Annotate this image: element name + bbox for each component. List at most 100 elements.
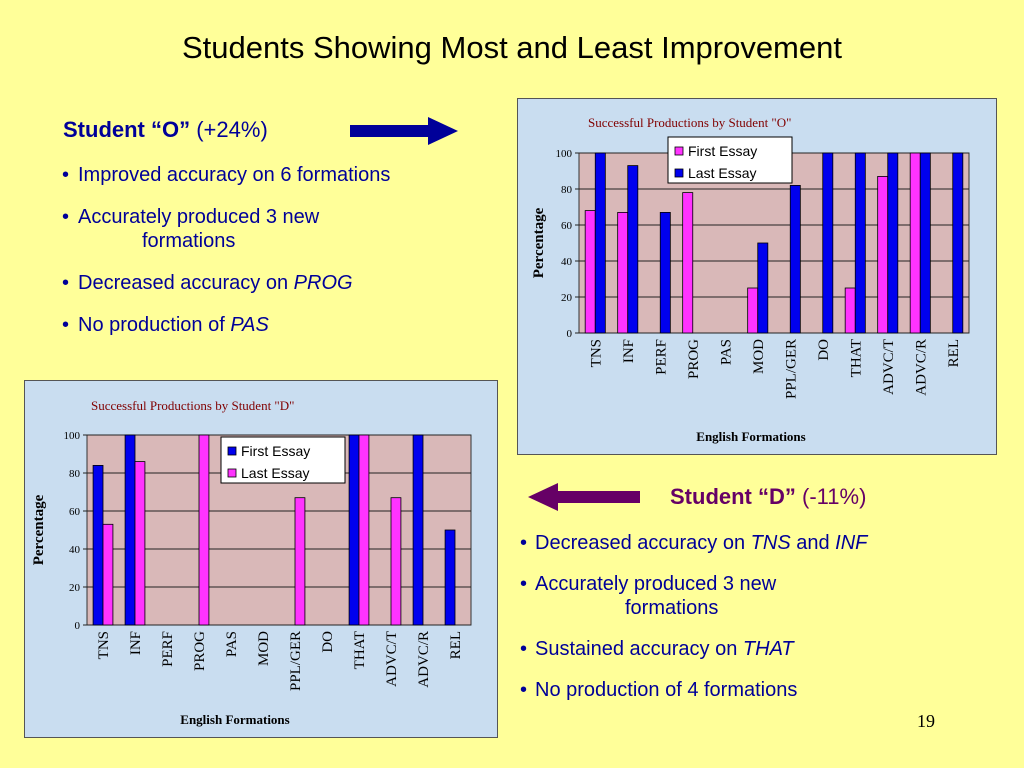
x-tick-label: PPL/GER <box>288 631 304 691</box>
bar-first-advc-r <box>909 152 921 334</box>
bar-last-advc-t <box>887 152 899 334</box>
bar-first-inf <box>124 434 136 626</box>
bar-last-inf <box>134 461 146 626</box>
x-tick-label: PERF <box>653 339 669 375</box>
student-o-bullets: Improved accuracy on 6 formations Accura… <box>58 163 498 355</box>
bar-last-advc-r <box>919 152 931 334</box>
legend-label: Last Essay <box>688 165 756 181</box>
x-tick-label: TNS <box>96 631 112 659</box>
bar-last-that <box>358 434 370 626</box>
y-tick-label: 60 <box>561 220 573 232</box>
x-tick-label: REL <box>946 339 962 367</box>
chart-title: Successful Productions by Student "O" <box>588 115 791 130</box>
y-tick-label: 100 <box>556 148 573 160</box>
x-tick-label: INF <box>128 631 144 655</box>
legend-label: First Essay <box>241 443 310 459</box>
x-tick-label: ADVC/T <box>384 631 400 687</box>
legend-swatch <box>674 146 684 156</box>
y-tick-label: 20 <box>561 292 573 304</box>
student-d-change: (-11%) <box>802 484 867 509</box>
y-tick-label: 60 <box>69 506 81 518</box>
x-tick-label: ADVC/R <box>416 631 432 688</box>
x-tick-label: INF <box>621 339 637 363</box>
x-tick-label: THAT <box>848 339 864 377</box>
bar-first-rel <box>444 529 456 626</box>
legend-label: First Essay <box>688 143 757 159</box>
legend: First Essay Last Essay <box>667 136 793 184</box>
bar-last-perf <box>659 212 671 334</box>
x-axis-label: English Formations <box>696 429 805 444</box>
x-tick-label: PAS <box>224 631 240 657</box>
x-axis-label: English Formations <box>180 712 289 727</box>
arrow-right-icon <box>350 117 458 145</box>
list-item: Decreased accuracy on TNS and INF <box>517 531 987 555</box>
bar-first-tns <box>92 465 104 626</box>
legend-box <box>667 136 793 184</box>
chart-title: Successful Productions by Student "D" <box>91 398 294 413</box>
student-o-heading: Student “O” (+24%) <box>63 117 268 143</box>
list-item: No production of 4 formations <box>517 678 987 702</box>
bar-last-tns <box>102 523 114 626</box>
chart-student-d-svg: Successful Productions by Student "D" 0 20… <box>31 398 472 727</box>
bar-first-that <box>844 287 856 334</box>
x-tick-label: REL <box>448 631 464 659</box>
bar-last-tns <box>594 152 606 334</box>
x-tick-label: THAT <box>352 631 368 669</box>
y-axis-label: Percentage <box>31 494 47 565</box>
chart-student-o: Successful Productions by Student "O" 0 20… <box>517 98 997 455</box>
bar-first-inf <box>617 212 629 334</box>
arrow-left-icon <box>528 483 640 511</box>
list-item: Improved accuracy on 6 formations <box>58 163 498 187</box>
legend-swatch <box>227 446 237 456</box>
legend-swatch <box>674 168 684 178</box>
page-number: 19 <box>917 711 935 731</box>
student-d-bullets: Decreased accuracy on TNS and INF Accura… <box>517 531 987 719</box>
bar-last-prog <box>198 434 210 626</box>
student-o-name: Student “O” <box>63 117 191 142</box>
bar-first-advc-r <box>412 434 424 626</box>
student-d-heading: Student “D” (-11%) <box>670 484 866 510</box>
x-tick-label: DO <box>320 631 336 653</box>
legend-box <box>220 436 346 484</box>
y-tick-label: 0 <box>567 328 573 340</box>
x-tick-label: PAS <box>718 339 734 365</box>
bar-first-mod <box>747 287 759 334</box>
y-tick-label: 80 <box>561 184 573 196</box>
bar-first-advc-t <box>877 176 889 334</box>
bar-first-tns <box>584 210 596 334</box>
bar-last-do <box>822 152 834 334</box>
x-tick-label: PERF <box>160 631 176 667</box>
bar-last-that <box>854 152 866 334</box>
bar-first-prog <box>682 192 694 334</box>
legend-swatch <box>227 468 237 478</box>
student-d-name: Student “D” <box>670 484 796 509</box>
chart-student-o-svg: Successful Productions by Student "O" 0 20… <box>531 115 970 444</box>
bar-last-advc-t <box>390 497 402 626</box>
y-tick-label: 40 <box>561 256 573 268</box>
y-tick-label: 0 <box>75 620 81 632</box>
y-axis-label: Percentage <box>531 207 547 278</box>
bar-first-that <box>348 434 360 626</box>
x-tick-label: MOD <box>256 631 272 666</box>
x-tick-label: PROG <box>686 339 702 379</box>
y-tick-label: 100 <box>64 430 81 442</box>
x-tick-label: MOD <box>751 339 767 374</box>
x-tick-label: PROG <box>192 631 208 671</box>
x-tick-label: ADVC/T <box>881 339 897 395</box>
chart-student-d: Successful Productions by Student "D" 0 20… <box>24 380 498 738</box>
slide-title: Students Showing Most and Least Improvem… <box>182 30 842 65</box>
bar-last-mod <box>757 242 769 334</box>
legend-label: Last Essay <box>241 465 309 481</box>
list-item: Sustained accuracy on THAT <box>517 637 987 661</box>
x-tick-label: ADVC/R <box>913 339 929 396</box>
x-tick-label: TNS <box>588 339 604 367</box>
y-tick-label: 40 <box>69 544 81 556</box>
bar-last-rel <box>952 152 964 334</box>
x-tick-label: PPL/GER <box>783 339 799 399</box>
y-tick-label: 20 <box>69 582 81 594</box>
list-item: No production of PAS <box>58 313 498 337</box>
y-tick-label: 80 <box>69 468 81 480</box>
legend: First Essay Last Essay <box>220 436 346 484</box>
